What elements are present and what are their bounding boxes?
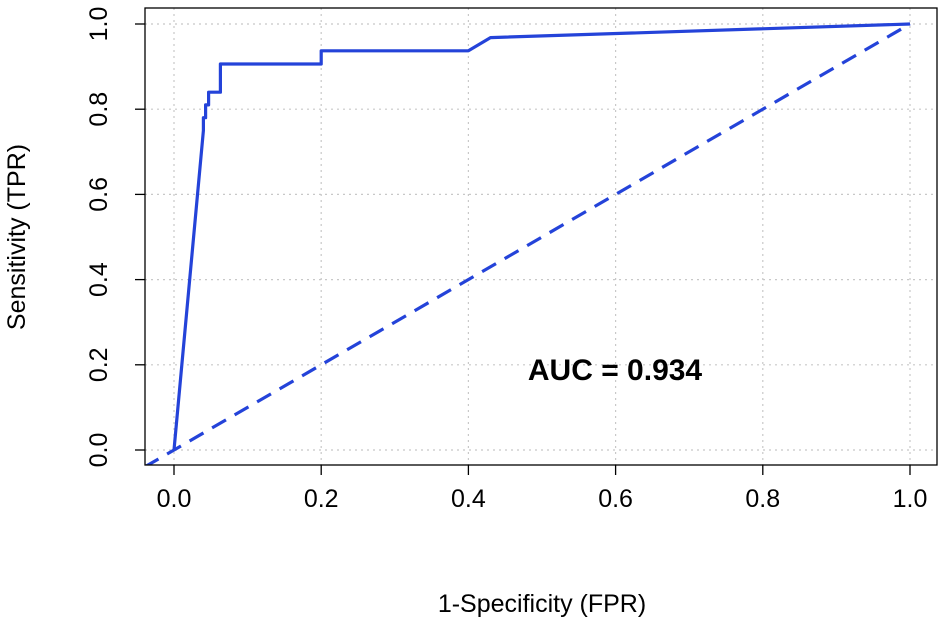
x-tick-label: 1.0	[893, 485, 928, 513]
y-axis-title: Sensitivity (TPR)	[3, 144, 31, 330]
x-tick-label: 0.4	[451, 485, 486, 513]
y-tick-label: 0.2	[85, 347, 113, 382]
auc-annotation: AUC = 0.934	[528, 354, 703, 387]
x-tick-label: 0.0	[157, 485, 192, 513]
y-tick-label: 0.6	[85, 177, 113, 212]
grid	[145, 8, 937, 465]
x-axis-title: 1-Specificity (FPR)	[438, 590, 646, 618]
x-tick-label: 0.2	[304, 485, 339, 513]
plot-frame	[144, 7, 938, 466]
y-tick-label: 0.8	[85, 92, 113, 127]
y-tick-label: 0.4	[85, 262, 113, 297]
ticks: 0.0 0.2 0.4 0.6 0.8 1.0 0.0 0.2 0.4 0.6 0.8 1.0	[85, 7, 927, 513]
series	[145, 22, 911, 465]
x-tick-label: 0.6	[598, 485, 633, 513]
diagonal-reference-line	[145, 22, 911, 465]
x-tick-label: 0.8	[745, 485, 780, 513]
y-tick-label: 0.0	[85, 433, 113, 468]
y-tick-label: 1.0	[85, 7, 113, 42]
roc-curve-line	[172, 22, 911, 451]
